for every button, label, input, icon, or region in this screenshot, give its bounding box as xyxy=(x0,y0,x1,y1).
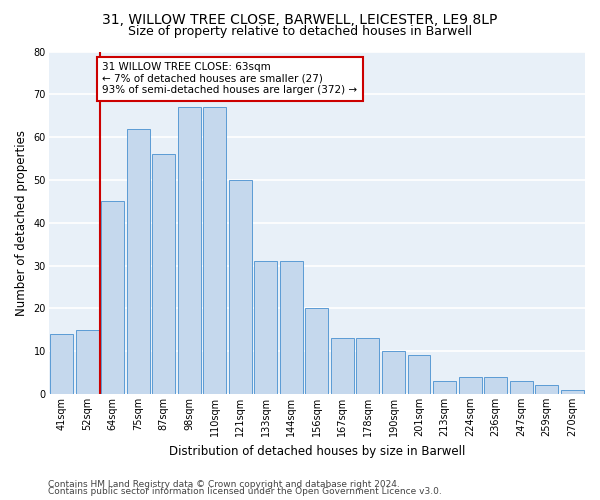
Text: 31 WILLOW TREE CLOSE: 63sqm
← 7% of detached houses are smaller (27)
93% of semi: 31 WILLOW TREE CLOSE: 63sqm ← 7% of deta… xyxy=(103,62,358,96)
Text: Size of property relative to detached houses in Barwell: Size of property relative to detached ho… xyxy=(128,25,472,38)
Bar xyxy=(509,381,533,394)
Y-axis label: Number of detached properties: Number of detached properties xyxy=(15,130,28,316)
Bar xyxy=(50,334,73,394)
Bar xyxy=(127,128,149,394)
Bar xyxy=(561,390,584,394)
Bar xyxy=(178,107,200,394)
Bar xyxy=(152,154,175,394)
Bar xyxy=(382,351,405,394)
Bar xyxy=(535,386,558,394)
Text: 31, WILLOW TREE CLOSE, BARWELL, LEICESTER, LE9 8LP: 31, WILLOW TREE CLOSE, BARWELL, LEICESTE… xyxy=(103,12,497,26)
Bar xyxy=(254,262,277,394)
Bar xyxy=(280,262,303,394)
Bar xyxy=(484,377,507,394)
Bar xyxy=(458,377,482,394)
Bar xyxy=(101,202,124,394)
Bar xyxy=(229,180,252,394)
Bar xyxy=(203,107,226,394)
Bar xyxy=(356,338,379,394)
Bar xyxy=(331,338,354,394)
Bar xyxy=(305,308,328,394)
Bar xyxy=(407,356,430,394)
Bar xyxy=(76,330,98,394)
Bar xyxy=(433,381,456,394)
X-axis label: Distribution of detached houses by size in Barwell: Distribution of detached houses by size … xyxy=(169,444,465,458)
Text: Contains public sector information licensed under the Open Government Licence v3: Contains public sector information licen… xyxy=(48,487,442,496)
Text: Contains HM Land Registry data © Crown copyright and database right 2024.: Contains HM Land Registry data © Crown c… xyxy=(48,480,400,489)
